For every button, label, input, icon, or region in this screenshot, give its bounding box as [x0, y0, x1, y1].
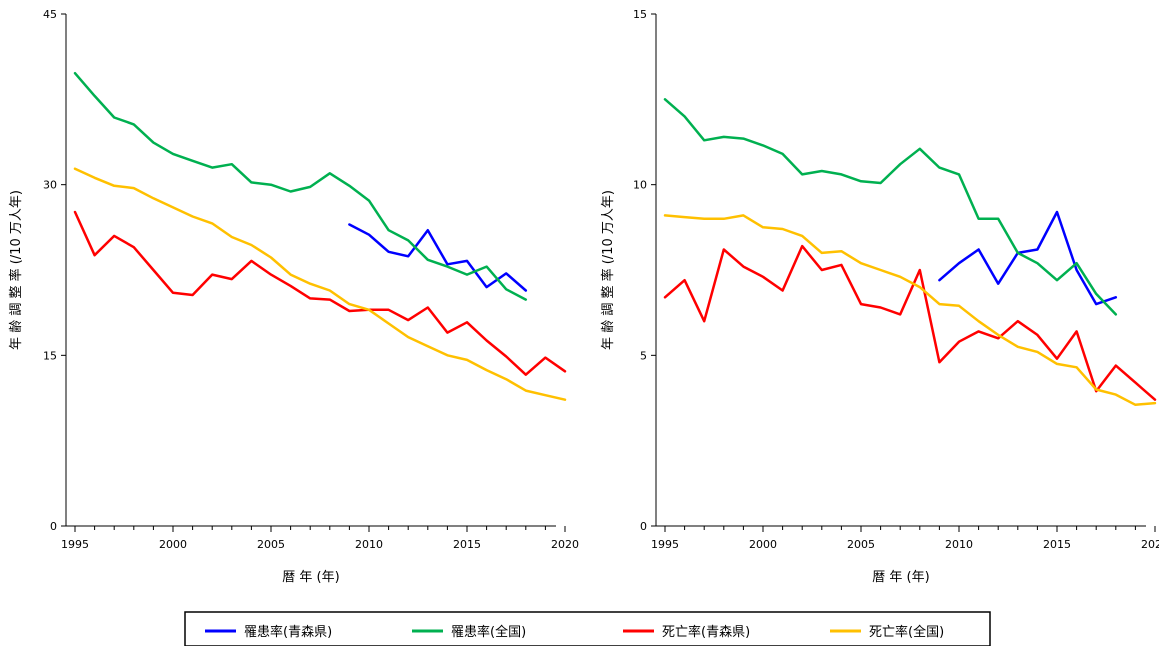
y-tick-label: 0 — [640, 520, 647, 533]
right-chart: 0 5 10 15 1995 2000 2005 2010 2015 2020 暦 年 (年) 年 齢… — [600, 8, 1159, 585]
x-axis-title: 暦 年 (年) — [872, 570, 929, 585]
x-tick-label: 2010 — [355, 538, 383, 551]
y-tick-label: 10 — [633, 179, 647, 192]
x-tick-label: 1995 — [651, 538, 679, 551]
legend-label-3: 死亡率(全国) — [869, 624, 944, 640]
series-line-0 — [938, 210, 1118, 306]
x-tick-label: 2015 — [453, 538, 481, 551]
y-tick-label: 45 — [43, 8, 57, 21]
y-tick-label: 5 — [640, 349, 647, 362]
x-tick-label: 2015 — [1043, 538, 1071, 551]
series-line-0 — [348, 223, 528, 292]
legend-label-2: 死亡率(青森県) — [662, 624, 750, 640]
x-tick-label: 2005 — [847, 538, 875, 551]
y-tick-label: 15 — [43, 349, 57, 362]
x-tick-label: 2000 — [159, 538, 187, 551]
left-chart: 0 15 30 45 1995 2000 2005 2010 2015 2020 暦 年 (年) 年 … — [8, 8, 579, 585]
x-tick-label: 2020 — [1141, 538, 1159, 551]
y-tick-label: 30 — [43, 179, 57, 192]
y-tick-label: 0 — [50, 520, 57, 533]
series-line-2 — [663, 244, 1157, 401]
y-axis-title: 年 齢 調 整 率 (/10 万人年) — [8, 190, 24, 350]
series-line-3 — [73, 167, 567, 401]
x-tick-label: 2005 — [257, 538, 285, 551]
x-tick-label: 1995 — [61, 538, 89, 551]
series-line-1 — [73, 71, 528, 301]
y-axis-title: 年 齢 調 整 率 (/10 万人年) — [600, 190, 616, 350]
x-axis-title: 暦 年 (年) — [282, 570, 339, 585]
series-line-3 — [663, 214, 1157, 407]
legend-label-0: 罹患率(青森県) — [244, 624, 332, 640]
legend-label-1: 罹患率(全国) — [451, 624, 526, 640]
x-tick-label: 2000 — [749, 538, 777, 551]
x-tick-label: 2010 — [945, 538, 973, 551]
x-tick-label: 2020 — [551, 538, 579, 551]
y-tick-label: 15 — [633, 8, 647, 21]
series-line-1 — [663, 98, 1118, 316]
legend-box — [184, 611, 991, 647]
series-line-2 — [73, 210, 567, 376]
legend: 罹患率(青森県) 罹患率(全国) 死亡率(青森県) 死亡率(全国) — [184, 611, 991, 647]
